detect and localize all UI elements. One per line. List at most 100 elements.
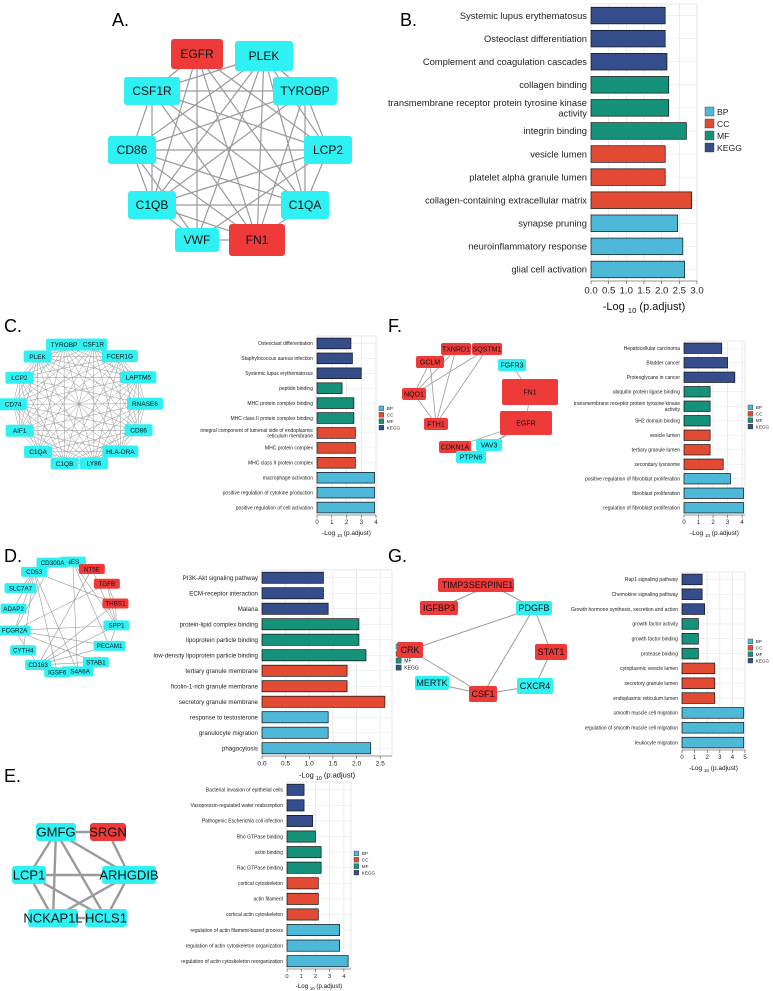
- network-node: [476, 439, 502, 451]
- node-label: GCLM: [420, 359, 440, 366]
- legend-label: CC: [362, 858, 369, 863]
- bar-mf: [286, 861, 322, 874]
- category-label: tertiary granule lumen: [632, 448, 681, 454]
- category-label: Osteoclast differentiation: [258, 341, 313, 347]
- network-edge: [19, 377, 146, 404]
- legend-swatch-cc: [704, 118, 715, 129]
- x-tick-label: 0.5: [281, 761, 290, 768]
- x-tick-label: 2: [314, 974, 317, 980]
- node-label: PLEK: [249, 49, 280, 63]
- legend-swatch-bp: [747, 404, 754, 411]
- network-edge: [63, 344, 121, 452]
- node-label: MERTK: [416, 678, 447, 688]
- bar-cc: [681, 677, 716, 689]
- x-tick-label: 1: [300, 974, 303, 980]
- category-label: Staphylococcus aureus infection: [241, 356, 313, 362]
- x-tick-label: 1.5: [637, 286, 650, 297]
- x-tick-label: 1: [330, 520, 334, 526]
- network-edge: [37, 603, 116, 666]
- bar-mf: [590, 122, 687, 140]
- bar-bp: [681, 736, 745, 749]
- network-edge: [34, 571, 116, 604]
- bar-kegg: [681, 588, 703, 600]
- legend-label: CC: [756, 412, 763, 417]
- legend-label: BP: [362, 851, 368, 856]
- bar-cc: [590, 191, 693, 209]
- node-label: LCP2: [313, 143, 343, 157]
- category-label: fibroblast proliferation: [632, 491, 680, 497]
- category-label: ECM-receptor interaction: [189, 590, 258, 597]
- category-label: endoplasmic reticulum lumen: [613, 696, 678, 702]
- network-edge: [429, 361, 437, 425]
- bar-cc: [316, 457, 356, 469]
- category-label: macrophage activation: [263, 475, 314, 481]
- category-label: MHC protein complex binding: [247, 401, 313, 407]
- bar-chart-panel-g: Rap1 signaling pathway Chemokine signalin…: [571, 571, 770, 773]
- network-edge: [14, 583, 107, 631]
- bar-cc: [683, 458, 724, 470]
- legend-swatch-mf: [353, 863, 360, 869]
- bar-bp: [681, 707, 745, 719]
- node-label: SRGN: [89, 825, 127, 840]
- bar-chart-panel-f: Hepatocellular carcinoma Bladder cancer Pr…: [574, 340, 770, 538]
- bar-mf: [681, 618, 699, 630]
- network-panel-a: EGFR PLEK TYROBP LCP2 C1QA FN1 VWF C1QB CD86 CSF1…: [108, 39, 352, 256]
- legend-label: MF: [404, 659, 411, 665]
- network-edge: [12, 344, 65, 405]
- category-label: Malaria: [238, 606, 259, 613]
- panel-label-g: G.: [388, 546, 407, 566]
- node-label: HLA-DRA: [106, 449, 135, 456]
- bar-bp: [683, 473, 731, 485]
- network-node: [120, 371, 157, 384]
- bar-kegg: [286, 814, 313, 827]
- category-label: Rho GTPase binding: [237, 834, 284, 840]
- node-label: CD74: [5, 402, 22, 409]
- category-label: transmembrane receptor protein tyrosine …: [388, 97, 587, 108]
- network-edge: [413, 348, 457, 395]
- network-edge: [482, 607, 535, 695]
- category-label: protein-lipid complex binding: [180, 621, 259, 628]
- category-label: Rap1 signaling pathway: [625, 577, 679, 583]
- category-label: Proteoglycans in cancer: [627, 375, 681, 381]
- network-edge: [37, 344, 65, 452]
- plot-area: [286, 781, 352, 970]
- bar-bp: [286, 955, 349, 968]
- x-tick-label: 0: [682, 520, 686, 526]
- panel-label-d: D.: [4, 546, 22, 566]
- category-label: neuroinflammatory response: [468, 241, 587, 252]
- legend-swatch-cc: [747, 411, 754, 417]
- category-label: granulocyte migration: [199, 730, 259, 737]
- x-tick-label: 1: [697, 520, 701, 526]
- network-edge: [263, 55, 306, 206]
- node-label: PECAM1: [97, 643, 123, 650]
- network-edge: [93, 356, 121, 464]
- bar-bp: [681, 722, 745, 734]
- node-label: PLEK: [29, 354, 46, 361]
- network-edge: [63, 344, 95, 464]
- x-tick-label: 0.5: [602, 286, 615, 297]
- network-edge: [37, 403, 146, 453]
- network-edge: [151, 149, 329, 206]
- legend-swatch-bp: [704, 106, 715, 117]
- node-label: CSF1: [471, 689, 494, 699]
- network-node: [79, 457, 108, 470]
- panel-label-a: A.: [112, 10, 129, 30]
- network-node: [103, 620, 130, 631]
- bar-bp: [683, 487, 744, 499]
- bar-cc: [590, 145, 666, 163]
- legend-label: MF: [362, 864, 369, 869]
- network-node: [500, 411, 552, 435]
- network-edge: [256, 55, 265, 241]
- legend-label: KEGG: [387, 425, 401, 430]
- network-node: [229, 224, 285, 256]
- network-node: [441, 343, 471, 355]
- network-edge: [196, 149, 329, 241]
- x-tick-label: 1: [693, 755, 697, 761]
- bar-cc: [316, 442, 356, 454]
- node-label: FGFR3: [501, 362, 524, 369]
- node-label: CD300A: [41, 560, 66, 567]
- bar-bp: [286, 924, 340, 937]
- node-label: CSF1R: [132, 84, 172, 98]
- network-node: [424, 418, 448, 430]
- category-label: Osteoclast differentiation: [484, 33, 587, 44]
